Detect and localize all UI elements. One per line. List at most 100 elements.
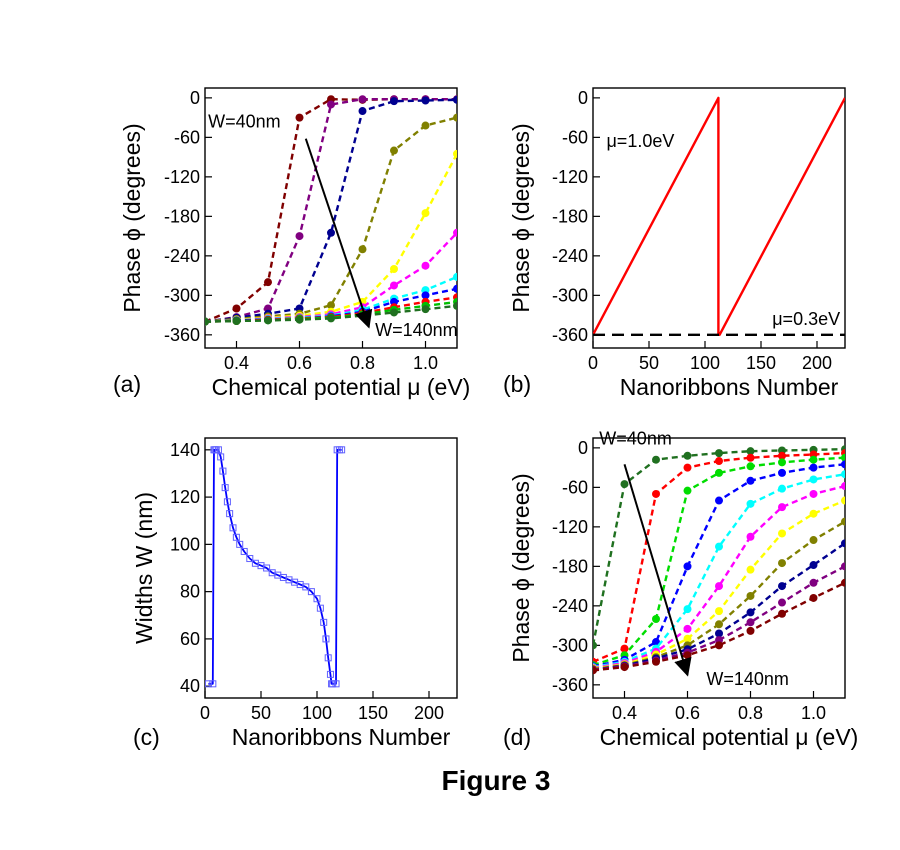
plot-frame	[592, 87, 846, 349]
y-tick-label: -300	[552, 285, 588, 305]
y-tick-label: -180	[552, 206, 588, 226]
data-point	[324, 654, 332, 662]
data-point	[327, 301, 335, 310]
x-tick-label: 150	[746, 353, 776, 373]
y-tick-label: -180	[164, 206, 200, 226]
data-point	[453, 301, 457, 310]
y-tick-label: 60	[180, 629, 200, 649]
panel-3: 0.4 0.6 0.8 1.0 0 -60 -120 -180 -240 -300 -360 Chem…	[503, 429, 858, 750]
data-point	[778, 559, 786, 568]
data-point	[809, 578, 818, 587]
panel-2: 0 50 100 150 200 40 60 80 100 120 140 Nanoribbons N…	[131, 437, 458, 750]
data-point	[841, 460, 845, 469]
y-tick-label: -360	[552, 675, 588, 695]
x-axis-label: Chemical potential μ (eV)	[600, 724, 859, 750]
y-axis-label: Phase ϕ (degrees)	[508, 473, 534, 662]
y-tick-label: -120	[552, 167, 588, 187]
data-point	[746, 591, 755, 600]
series-line	[205, 98, 457, 323]
data-point	[652, 657, 660, 666]
data-point	[214, 446, 222, 454]
plot-frame	[204, 437, 458, 699]
x-tick-label: 0.6	[675, 703, 700, 723]
data-point	[302, 583, 310, 591]
data-point	[232, 533, 240, 541]
data-point	[620, 644, 629, 653]
data-point	[453, 149, 457, 158]
data-layer	[205, 446, 346, 688]
data-point	[390, 146, 398, 155]
data-point	[683, 486, 692, 495]
annotation: W=40nm	[599, 429, 672, 449]
data-point	[841, 482, 845, 491]
y-tick-label: 0	[578, 438, 588, 458]
data-point	[809, 593, 818, 602]
data-point	[841, 562, 845, 571]
data-point	[421, 291, 430, 300]
data-point	[320, 618, 328, 626]
data-point	[809, 463, 818, 472]
data-point	[263, 564, 271, 572]
series-line	[593, 473, 845, 669]
data-point	[809, 475, 818, 484]
series-line	[205, 304, 457, 323]
data-point	[226, 510, 234, 518]
data-point	[683, 463, 692, 472]
y-axis-label: Phase ϕ (degrees)	[119, 123, 145, 312]
x-tick-label: 200	[802, 353, 832, 373]
data-point	[453, 228, 457, 237]
series-line	[205, 97, 457, 323]
data-point	[219, 467, 227, 475]
data-point	[338, 446, 346, 454]
data-point	[205, 680, 212, 688]
data-point	[715, 607, 723, 616]
x-axis-label: Chemical potential μ (eV)	[212, 374, 471, 400]
data-point	[746, 462, 755, 471]
data-point	[652, 455, 660, 464]
data-point	[327, 228, 335, 237]
x-tick-label: 0	[200, 703, 210, 723]
panel-label: (d)	[503, 724, 531, 750]
y-tick-label: -240	[552, 246, 588, 266]
series-line	[593, 484, 845, 669]
x-tick-label: 0	[588, 353, 598, 373]
data-point	[421, 96, 430, 105]
x-tick-label: 0.8	[738, 703, 763, 723]
x-axis-label: Nanoribbons Number	[620, 374, 839, 400]
data-point	[358, 95, 367, 104]
data-point	[683, 562, 692, 571]
data-point	[778, 458, 786, 467]
data-point	[683, 451, 692, 460]
data-point	[715, 457, 723, 466]
y-tick-label: 40	[180, 676, 200, 696]
x-tick-label: 150	[358, 703, 388, 723]
figure-title: Figure 3	[442, 765, 551, 796]
data-point	[778, 598, 786, 607]
data-point	[232, 317, 241, 326]
data-point	[307, 588, 315, 596]
data-point	[327, 100, 335, 109]
y-tick-label: -60	[174, 127, 200, 147]
data-point	[841, 578, 845, 587]
data-point	[421, 209, 430, 218]
data-point	[453, 272, 457, 281]
annotation: W=140nm	[706, 669, 789, 689]
data-point	[221, 484, 229, 492]
x-tick-label: 1.0	[801, 703, 826, 723]
data-point	[841, 517, 845, 526]
data-point	[683, 634, 692, 643]
data-point	[232, 304, 241, 313]
series-line	[593, 542, 845, 671]
trend-arrow	[304, 138, 373, 329]
data-point	[326, 670, 334, 678]
series-line	[593, 456, 845, 667]
x-tick-label: 1.0	[413, 353, 438, 373]
data-point	[652, 489, 660, 498]
data-point	[327, 314, 335, 323]
data-point	[421, 305, 430, 314]
data-point	[295, 232, 304, 241]
data-point	[778, 468, 786, 477]
series-line	[205, 153, 457, 323]
series-line	[205, 97, 457, 323]
y-tick-label: -60	[562, 127, 588, 147]
